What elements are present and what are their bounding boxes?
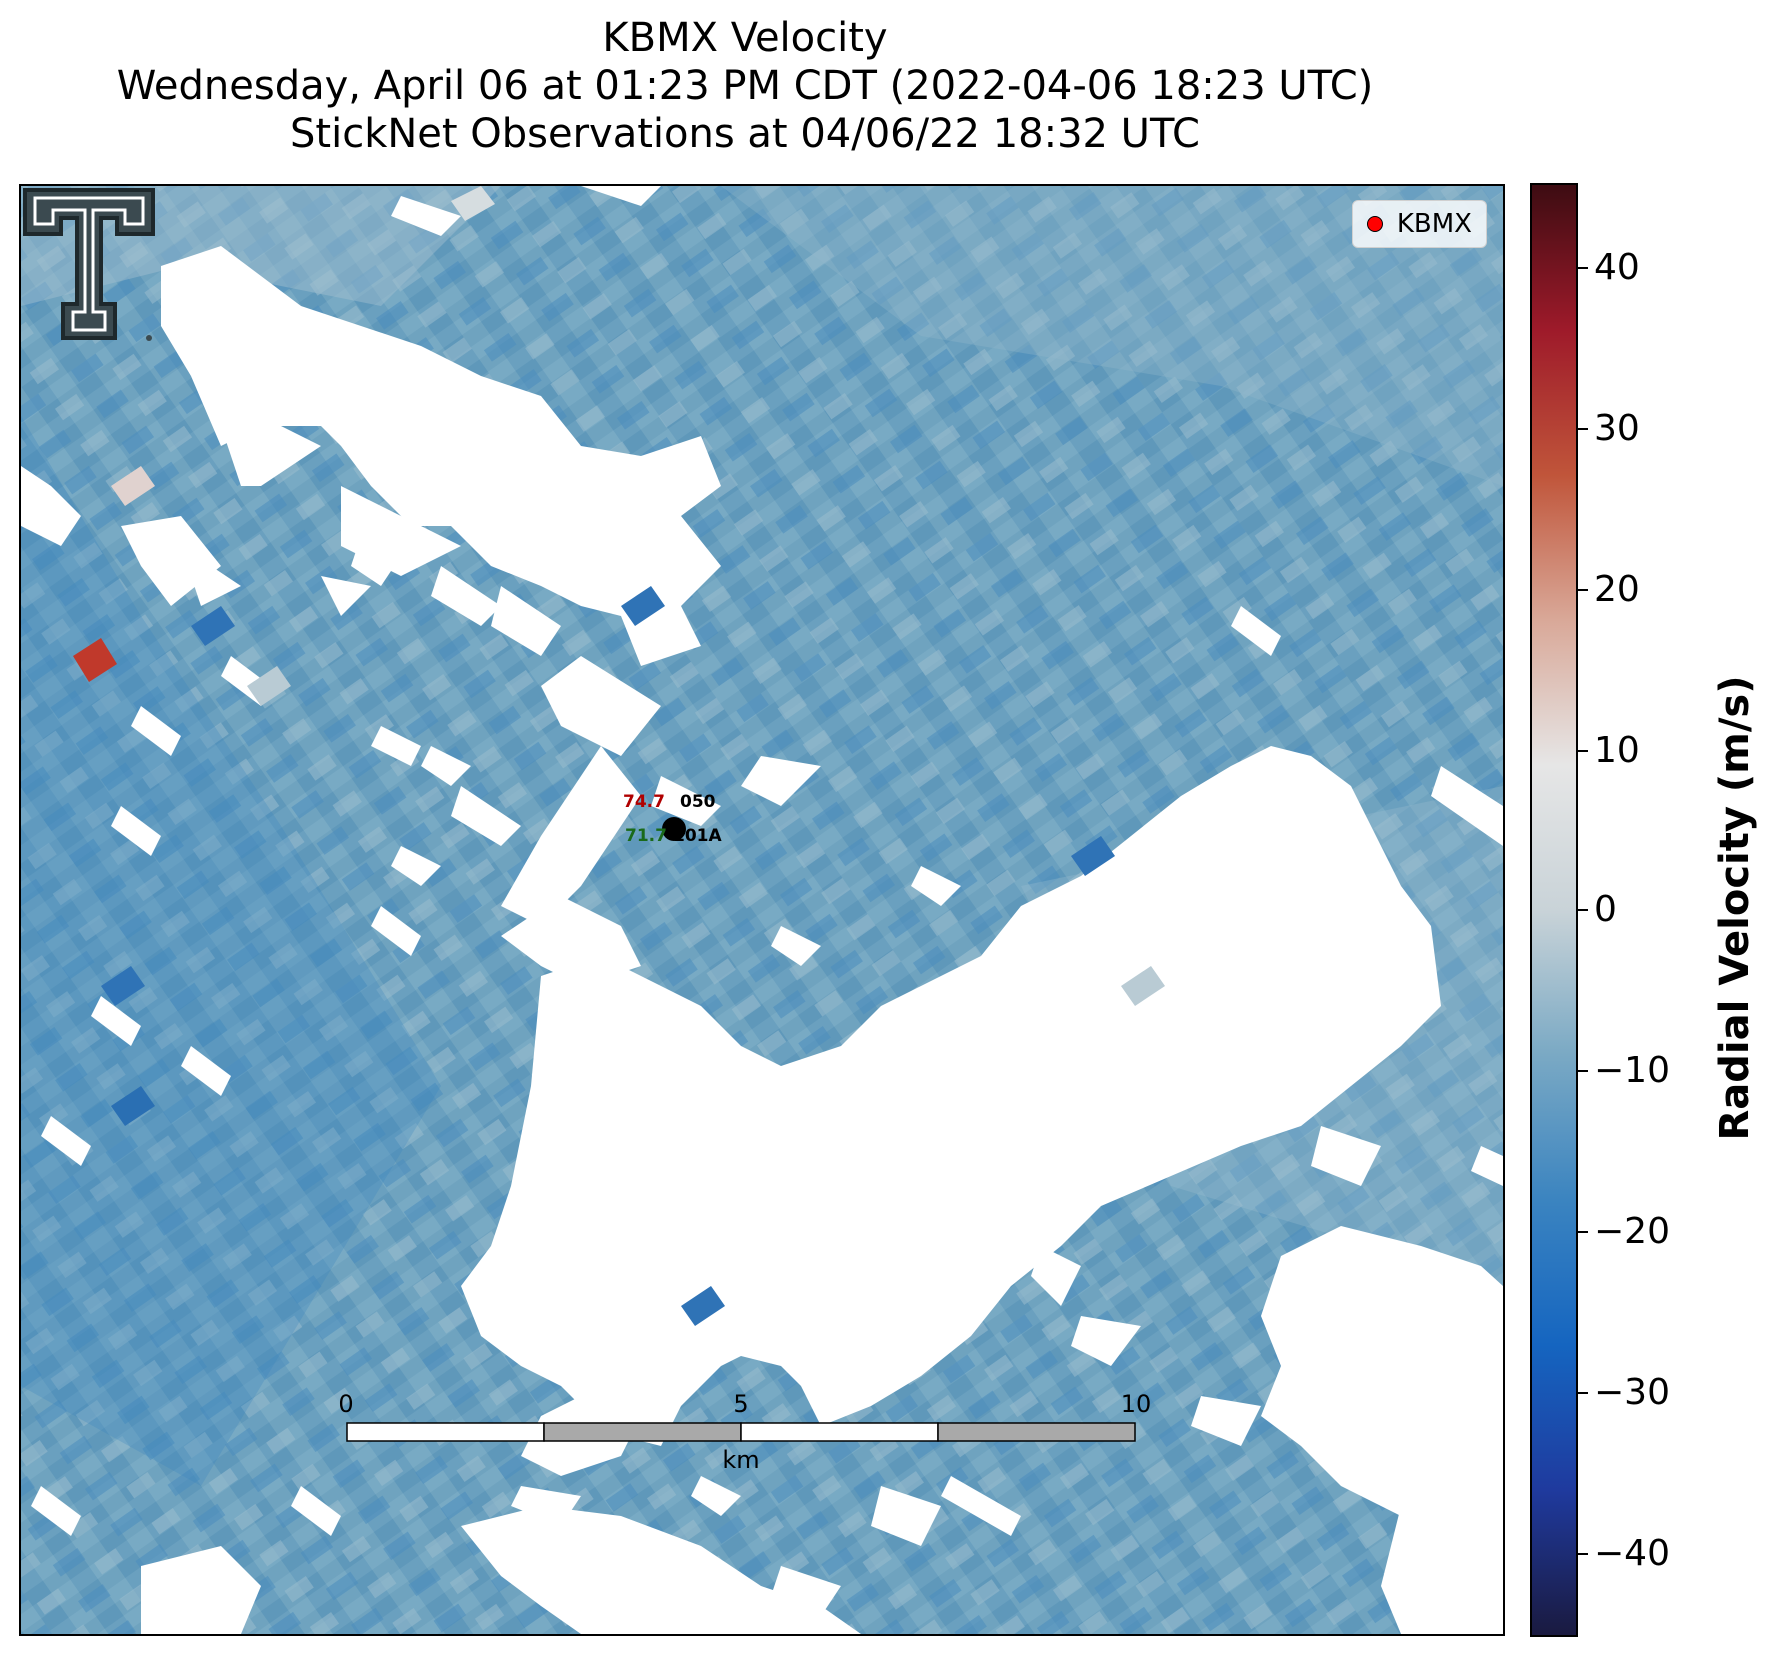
scale-unit: km (722, 1446, 760, 1474)
velocity-colorbar (1530, 183, 1578, 1637)
radar-site-marker-icon (1366, 216, 1383, 232)
legend-label: KBMX (1396, 209, 1472, 239)
map-subtitle-observations: StickNet Observations at 04/06/22 18:32 … (290, 111, 1200, 157)
scale-tick-5: 5 (733, 1390, 749, 1418)
station-marker[interactable] (662, 817, 686, 841)
colorbar-label: Radial Velocity (m/s) (1712, 675, 1758, 1141)
map-legend: KBMX (1351, 200, 1487, 248)
scale-bar-segments (346, 1422, 1136, 1442)
scale-tick-0: 0 (338, 1390, 354, 1418)
radar-velocity-map[interactable]: KBMX 74.7 050 71.7 101A (19, 184, 1505, 1636)
no-data-regions (21, 186, 1503, 1634)
colorbar-ticks: 40 30 20 10 0 −10 −20 −30 −40 (1576, 183, 1696, 1637)
scale-tick-10: 10 (1120, 1390, 1152, 1418)
map-subtitle-time: Wednesday, April 06 at 01:23 PM CDT (202… (116, 63, 1374, 109)
map-title: KBMX Velocity (602, 15, 888, 61)
station-101A-id: 101A (673, 826, 722, 846)
velocity-field (21, 186, 1503, 1634)
station-101A-value: 71.7 (625, 826, 667, 846)
station-050-id: 050 (680, 792, 716, 812)
station-050-value: 74.7 (623, 792, 665, 812)
highlight-gates (73, 186, 1165, 1326)
texas-tech-logo (23, 188, 155, 341)
